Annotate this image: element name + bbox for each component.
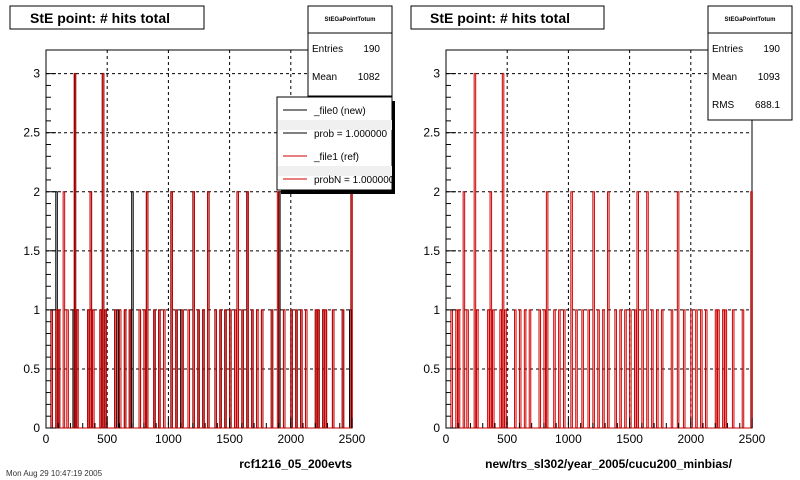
- left-stats-mean-label: Mean: [312, 72, 337, 83]
- y-tick-label: 2.5: [423, 126, 440, 140]
- x-tick-label: 1000: [155, 432, 182, 446]
- x-tick-label: 0: [443, 432, 450, 446]
- histogram-series-1: [46, 73, 353, 429]
- right-stats-mean-label: Mean: [712, 72, 737, 83]
- right-x-axis-label: new/trs_sl302/year_2005/cucu200_minbias/: [485, 457, 732, 471]
- right-stats-rms-label: RMS: [712, 100, 735, 111]
- y-tick-label: 0: [33, 421, 40, 435]
- y-tick-label: 1.5: [423, 244, 440, 258]
- y-tick-label: 0.5: [23, 362, 40, 376]
- right-stats-title: StEGaPointTotum: [725, 17, 776, 23]
- legend-label-probn: probN = 1.000000: [314, 175, 395, 186]
- x-tick-label: 1000: [555, 432, 582, 446]
- x-tick-label: 500: [97, 432, 117, 446]
- left-stats-entries-value: 190: [363, 44, 380, 55]
- y-tick-label: 0.5: [423, 362, 440, 376]
- histogram-series-0: [446, 73, 753, 429]
- right-stats-entries-label: Entries: [712, 44, 743, 55]
- y-tick-label: 1: [33, 303, 40, 317]
- left-stats-box: StEGaPointTotum Entries 190 Mean 1082: [307, 5, 393, 97]
- left-legend: _file0 (new) prob = 1.000000 _file1 (ref…: [276, 96, 395, 194]
- x-tick-label: 1500: [616, 432, 643, 446]
- y-tick-label: 0: [433, 421, 440, 435]
- left-series-group: [46, 73, 353, 429]
- x-tick-label: 1500: [216, 432, 243, 446]
- left-y-ticks: 0 0.5 1 1.5 2 2.5 3: [23, 67, 56, 435]
- right-histogram-panel: StE point: # hits total 0 500 1000 1500 2000…: [410, 5, 793, 471]
- x-tick-label: 2000: [277, 432, 304, 446]
- y-tick-label: 3: [433, 67, 440, 81]
- right-x-ticks: 0 500 1000 1500 2000 2500: [443, 418, 766, 446]
- footer-timestamp: Mon Aug 29 10:47:19 2005: [6, 469, 103, 478]
- legend-label-file0: _file0 (new): [313, 106, 366, 117]
- left-histogram-panel: StE point: # hits total 0 500 1000 1500 2000…: [9, 5, 395, 471]
- right-stats-entries-value: 190: [763, 44, 780, 55]
- right-stats-box: StEGaPointTotum Entries 190 Mean 1093 RM…: [707, 5, 793, 121]
- y-tick-label: 3: [33, 67, 40, 81]
- right-chart-title: StE point: # hits total: [430, 10, 570, 26]
- right-stats-rms-value: 688.1: [755, 100, 780, 111]
- x-tick-label: 500: [497, 432, 517, 446]
- y-tick-label: 2: [433, 185, 440, 199]
- legend-label-prob: prob = 1.000000: [314, 129, 388, 140]
- x-tick-label: 2500: [739, 432, 766, 446]
- right-stats-mean-value: 1093: [758, 72, 781, 83]
- right-y-ticks: 0 0.5 1 1.5 2 2.5 3: [423, 67, 456, 435]
- y-tick-label: 1.5: [23, 244, 40, 258]
- left-title-box: [9, 5, 205, 30]
- legend-label-file1: _file1 (ref): [313, 152, 359, 163]
- y-tick-label: 2.5: [23, 126, 40, 140]
- left-x-ticks: 0 500 1000 1500 2000 2500: [43, 418, 366, 446]
- right-series-group: [446, 73, 753, 429]
- x-tick-label: 0: [43, 432, 50, 446]
- left-stats-entries-label: Entries: [312, 44, 343, 55]
- x-tick-label: 2500: [339, 432, 366, 446]
- left-stats-title: StEGaPointTotum: [325, 17, 376, 23]
- x-tick-label: 2000: [677, 432, 704, 446]
- y-tick-label: 2: [33, 185, 40, 199]
- left-x-axis-label: rcf1216_05_200evts: [239, 457, 352, 471]
- left-stats-mean-value: 1082: [358, 72, 381, 83]
- left-chart-title: StE point: # hits total: [30, 10, 170, 26]
- y-tick-label: 1: [433, 303, 440, 317]
- right-title-box: [410, 5, 605, 30]
